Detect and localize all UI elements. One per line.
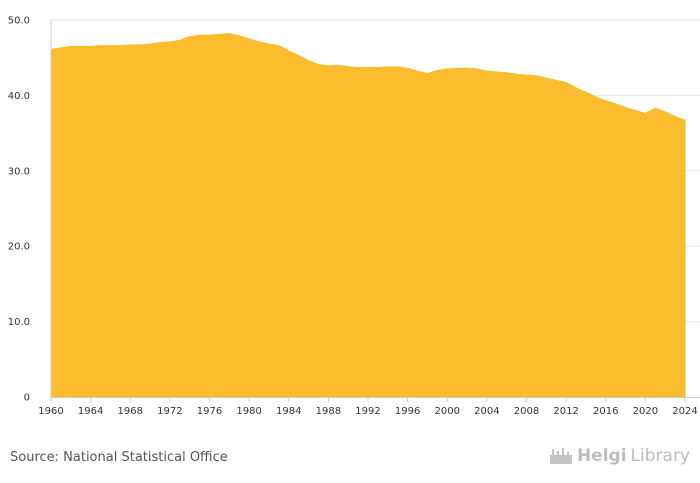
x-tick-label: 1984	[276, 406, 301, 417]
x-tick-label: 1992	[355, 406, 380, 417]
x-tick-label: 2004	[474, 406, 499, 417]
area-chart: 010.020.030.040.050.0 1960 1964 1968 1972 19…	[8, 16, 700, 417]
brand-logo[interactable]: Helgi Library	[549, 446, 690, 466]
y-tick-label: 30.0	[8, 166, 30, 177]
x-tick-label: 1996	[395, 406, 420, 417]
y-tick-label: 20.0	[8, 242, 30, 253]
brand-name-library: Library	[630, 446, 690, 466]
area-series	[50, 33, 686, 398]
x-tick-label: 2008	[514, 406, 539, 417]
x-tick-label: 1964	[78, 406, 103, 417]
x-axis-ticks: 1960 1964 1968 1972 1976 1980 1984 1988 1992 1996…	[38, 397, 698, 417]
x-tick-label: 2020	[633, 406, 658, 417]
y-tick-label: 50.0	[8, 16, 30, 27]
area-series-shape	[50, 33, 686, 398]
x-tick-label: 2000	[435, 406, 460, 417]
x-tick-label: 1988	[316, 406, 341, 417]
factory-icon	[549, 448, 572, 464]
y-tick-label: 0	[24, 393, 30, 404]
y-tick-label: 40.0	[8, 91, 30, 102]
x-tick-label: 2016	[593, 406, 618, 417]
x-tick-label: 1972	[157, 406, 182, 417]
x-tick-label: 1968	[118, 406, 143, 417]
chart-footer: Source: National Statistical Office Helg…	[0, 440, 700, 483]
x-tick-label: 1980	[236, 406, 261, 417]
brand-name-helgi: Helgi	[576, 446, 627, 466]
y-tick-label: 10.0	[8, 317, 30, 328]
x-tick-label: 2012	[553, 406, 578, 417]
source-note: Source: National Statistical Office	[10, 450, 228, 465]
x-tick-label: 2024	[672, 406, 697, 417]
x-tick-label: 1976	[197, 406, 222, 417]
y-axis-ticks: 0 10.0 20.0 30.0 40.0 50.0	[8, 16, 30, 404]
x-tick-label: 1960	[38, 406, 63, 417]
